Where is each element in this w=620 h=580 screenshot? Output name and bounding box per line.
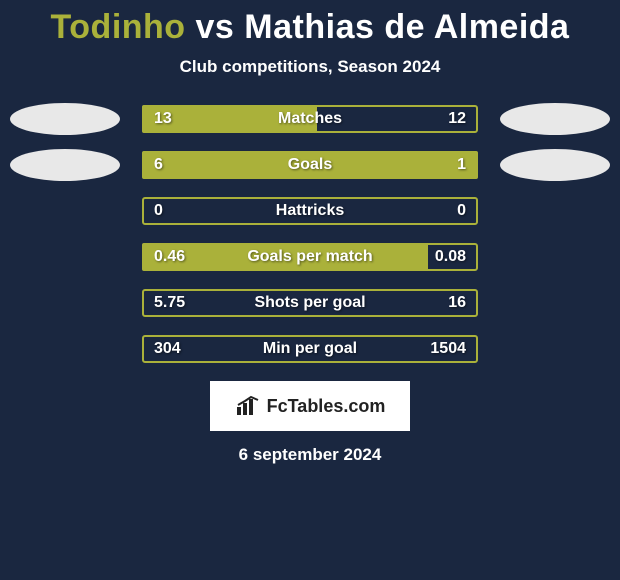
- stat-value-player2: 1: [457, 156, 466, 174]
- player1-name: Todinho: [51, 8, 186, 46]
- stat-bar: 6 Goals 1: [142, 151, 478, 179]
- player2-badge: [500, 149, 610, 181]
- stat-row: 6 Goals 1: [10, 151, 610, 179]
- comparison-chart: 13 Matches 12 6 Goals 1 0 Hattricks 0 0.46 Goals p…: [0, 105, 620, 363]
- stat-value-player2: 1504: [430, 340, 466, 358]
- bar-fill-player2: [401, 151, 478, 179]
- fctables-logo[interactable]: FcTables.com: [210, 381, 410, 431]
- stat-value-player1: 13: [154, 110, 172, 128]
- stat-value-player2: 0: [457, 202, 466, 220]
- stat-value-player1: 5.75: [154, 294, 185, 312]
- stat-value-player1: 0: [154, 202, 163, 220]
- player1-badge: [10, 103, 120, 135]
- stat-row: 13 Matches 12: [10, 105, 610, 133]
- stat-value-player2: 0.08: [435, 248, 466, 266]
- stat-row: 0 Hattricks 0: [10, 197, 610, 225]
- stat-label: Hattricks: [276, 202, 344, 220]
- player2-name: Mathias de Almeida: [244, 8, 569, 46]
- vs-text: vs: [186, 8, 245, 46]
- stat-bar: 5.75 Shots per goal 16: [142, 289, 478, 317]
- stat-bar: 0.46 Goals per match 0.08: [142, 243, 478, 271]
- stat-label: Min per goal: [263, 340, 357, 358]
- stat-label: Matches: [278, 110, 342, 128]
- stat-value-player1: 0.46: [154, 248, 185, 266]
- stat-label: Goals per match: [247, 248, 372, 266]
- bar-fill-player1: [142, 151, 401, 179]
- stat-row: 5.75 Shots per goal 16: [10, 289, 610, 317]
- stat-row: 0.46 Goals per match 0.08: [10, 243, 610, 271]
- stat-value-player1: 6: [154, 156, 163, 174]
- stat-bar: 0 Hattricks 0: [142, 197, 478, 225]
- comparison-title: Todinho vs Mathias de Almeida: [0, 0, 620, 47]
- stat-value-player2: 16: [448, 294, 466, 312]
- logo-text: FcTables.com: [267, 396, 386, 417]
- stat-row: 304 Min per goal 1504: [10, 335, 610, 363]
- player1-badge: [10, 149, 120, 181]
- stat-label: Shots per goal: [254, 294, 365, 312]
- subtitle: Club competitions, Season 2024: [0, 57, 620, 77]
- stat-value-player1: 304: [154, 340, 181, 358]
- stat-label: Goals: [288, 156, 332, 174]
- player2-badge: [500, 103, 610, 135]
- chart-icon: [235, 395, 263, 417]
- stat-bar: 304 Min per goal 1504: [142, 335, 478, 363]
- footer-date: 6 september 2024: [0, 445, 620, 465]
- stat-value-player2: 12: [448, 110, 466, 128]
- stat-bar: 13 Matches 12: [142, 105, 478, 133]
